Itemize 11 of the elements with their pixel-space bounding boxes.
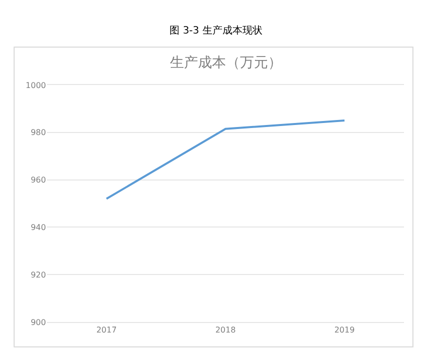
y-tick-label: 920 bbox=[30, 270, 46, 280]
y-tick-label: 1000 bbox=[26, 80, 46, 90]
x-tick-label: 2019 bbox=[334, 326, 355, 335]
chart-subtitle: 生产成本（万元） bbox=[170, 55, 282, 71]
x-tick-label: 2017 bbox=[96, 326, 117, 335]
y-tick-label: 980 bbox=[30, 128, 46, 138]
y-tick-label: 900 bbox=[30, 318, 46, 327]
y-tick-label: 960 bbox=[30, 176, 46, 185]
chart-title: 图 3-3 生产成本现状 bbox=[170, 24, 262, 37]
y-tick-label: 940 bbox=[30, 223, 46, 232]
x-tick-label: 2018 bbox=[215, 326, 236, 335]
